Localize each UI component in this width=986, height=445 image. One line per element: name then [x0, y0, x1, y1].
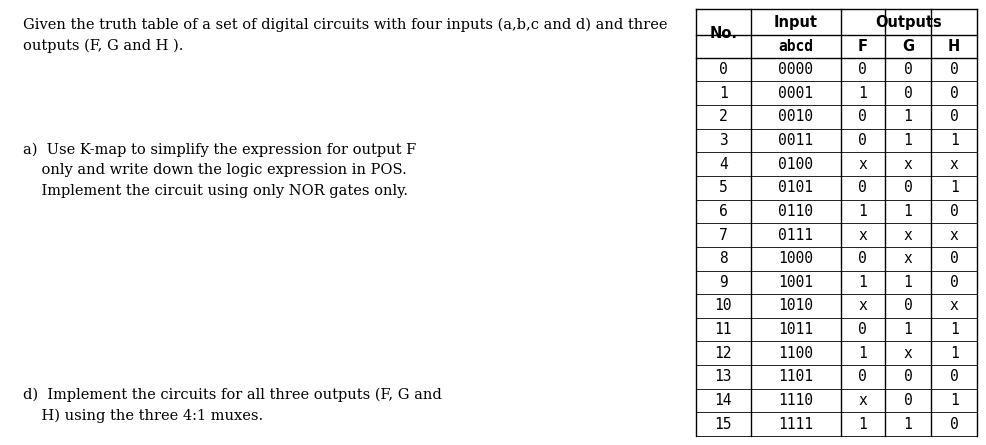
Text: 0: 0 [902, 180, 911, 195]
Text: 1: 1 [718, 85, 727, 101]
Text: 0110: 0110 [777, 204, 812, 219]
Text: 1: 1 [902, 204, 911, 219]
Text: 1: 1 [902, 417, 911, 432]
Text: 7: 7 [718, 227, 727, 243]
Text: 0: 0 [949, 109, 957, 124]
Text: 0: 0 [949, 275, 957, 290]
Text: 15: 15 [714, 417, 732, 432]
Text: 1: 1 [902, 133, 911, 148]
Text: 1100: 1100 [777, 346, 812, 361]
Text: 0000: 0000 [777, 62, 812, 77]
Text: Input: Input [773, 15, 816, 30]
Text: 0: 0 [949, 251, 957, 266]
Text: No.: No. [709, 26, 737, 41]
Text: x: x [949, 157, 957, 172]
Text: 5: 5 [718, 180, 727, 195]
Text: 0: 0 [902, 62, 911, 77]
Text: 4: 4 [718, 157, 727, 172]
Text: Outputs: Outputs [875, 15, 942, 30]
Text: 1: 1 [902, 275, 911, 290]
Text: 0: 0 [949, 417, 957, 432]
Text: x: x [858, 227, 867, 243]
Text: x: x [902, 251, 911, 266]
Text: x: x [902, 157, 911, 172]
Text: 1: 1 [902, 109, 911, 124]
Text: 6: 6 [718, 204, 727, 219]
Text: 0: 0 [858, 322, 867, 337]
Text: 0: 0 [858, 62, 867, 77]
Text: x: x [902, 227, 911, 243]
Text: 1111: 1111 [777, 417, 812, 432]
Text: 1: 1 [949, 180, 957, 195]
Text: 0101: 0101 [777, 180, 812, 195]
Text: 13: 13 [714, 369, 732, 384]
Text: 1: 1 [858, 85, 867, 101]
Text: 1: 1 [949, 346, 957, 361]
Text: 1000: 1000 [777, 251, 812, 266]
Text: 11: 11 [714, 322, 732, 337]
Text: 1: 1 [858, 346, 867, 361]
Text: x: x [858, 299, 867, 313]
Text: 3: 3 [718, 133, 727, 148]
Text: 0: 0 [858, 369, 867, 384]
Text: H: H [947, 39, 959, 54]
Text: 1: 1 [949, 322, 957, 337]
Text: 0: 0 [949, 369, 957, 384]
Text: 0: 0 [858, 133, 867, 148]
Text: 0: 0 [949, 85, 957, 101]
Text: d)  Implement the circuits for all three outputs (F, G and
    H) using the thre: d) Implement the circuits for all three … [24, 387, 442, 423]
Text: G: G [901, 39, 913, 54]
Text: 10: 10 [714, 299, 732, 313]
Text: a)  Use K-map to simplify the expression for output F
    only and write down th: a) Use K-map to simplify the expression … [24, 142, 416, 198]
Text: 1: 1 [858, 417, 867, 432]
Text: 0: 0 [858, 180, 867, 195]
Text: 0001: 0001 [777, 85, 812, 101]
Text: 0: 0 [858, 251, 867, 266]
Text: 8: 8 [718, 251, 727, 266]
Text: 1: 1 [949, 133, 957, 148]
Text: x: x [949, 299, 957, 313]
Text: abcd: abcd [777, 39, 812, 54]
Text: 1101: 1101 [777, 369, 812, 384]
Text: 1: 1 [949, 393, 957, 408]
Text: 0: 0 [902, 299, 911, 313]
Text: 0: 0 [858, 109, 867, 124]
Text: 0: 0 [949, 62, 957, 77]
Text: 0: 0 [902, 85, 911, 101]
Text: 9: 9 [718, 275, 727, 290]
Text: 0111: 0111 [777, 227, 812, 243]
Text: 1: 1 [902, 322, 911, 337]
Text: 0: 0 [718, 62, 727, 77]
Text: 0100: 0100 [777, 157, 812, 172]
Text: Given the truth table of a set of digital circuits with four inputs (a,b,c and d: Given the truth table of a set of digita… [24, 18, 668, 53]
Text: 0: 0 [902, 369, 911, 384]
Text: x: x [858, 393, 867, 408]
Text: F: F [857, 39, 867, 54]
Text: 0: 0 [902, 393, 911, 408]
Text: x: x [902, 346, 911, 361]
Text: 0010: 0010 [777, 109, 812, 124]
Text: 1010: 1010 [777, 299, 812, 313]
Text: 1: 1 [858, 275, 867, 290]
Text: 1001: 1001 [777, 275, 812, 290]
Text: 1: 1 [858, 204, 867, 219]
Text: x: x [949, 227, 957, 243]
Text: 12: 12 [714, 346, 732, 361]
Text: 14: 14 [714, 393, 732, 408]
Text: 0011: 0011 [777, 133, 812, 148]
Text: x: x [858, 157, 867, 172]
Text: 0: 0 [949, 204, 957, 219]
Text: 2: 2 [718, 109, 727, 124]
Text: 1011: 1011 [777, 322, 812, 337]
Text: 1110: 1110 [777, 393, 812, 408]
